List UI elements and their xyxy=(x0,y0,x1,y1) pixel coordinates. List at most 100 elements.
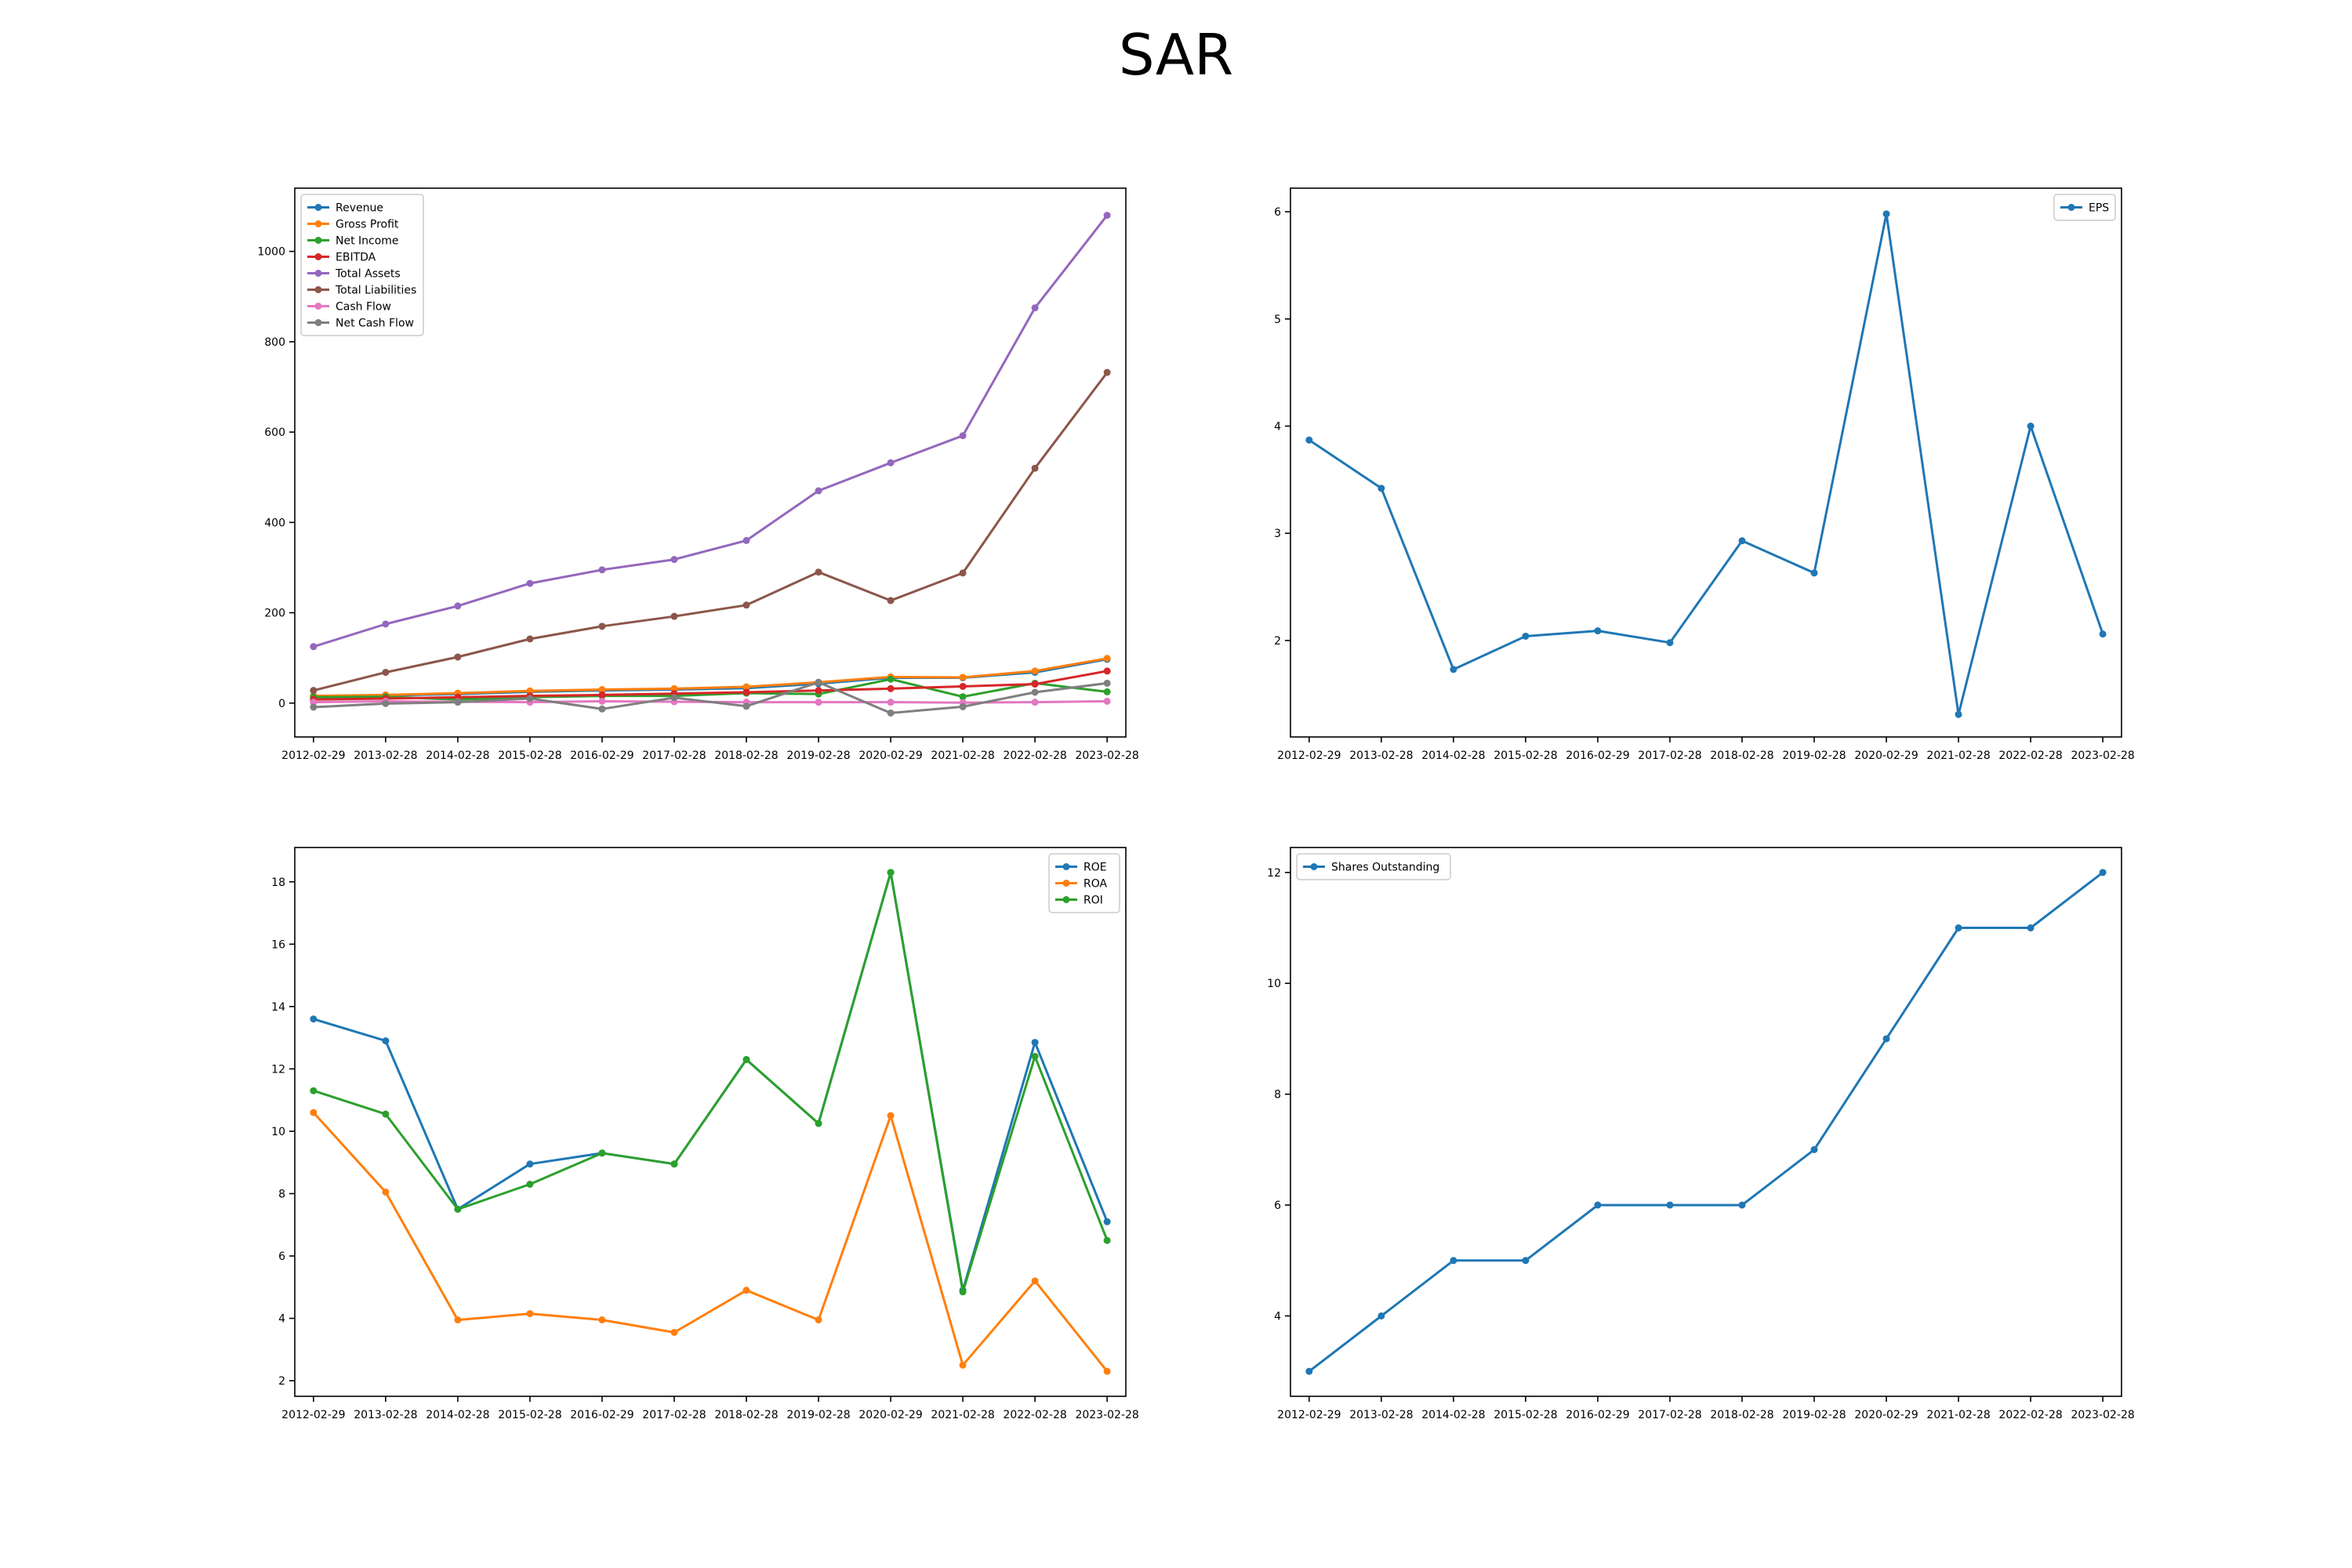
series-line-roe xyxy=(313,871,1109,1292)
data-point-net-cash-flow xyxy=(887,709,895,717)
legend-label: EBITDA xyxy=(336,252,376,264)
y-tick-label: 600 xyxy=(264,426,285,439)
legend-label: ROA xyxy=(1083,878,1108,891)
series-line-total-assets xyxy=(313,214,1109,648)
data-point-total-assets xyxy=(959,432,967,440)
data-point-gross-profit xyxy=(1031,667,1039,675)
legend-item: EPS xyxy=(2060,202,2109,215)
data-point-total-liabilities xyxy=(454,653,462,661)
data-point-roi xyxy=(742,1055,750,1063)
x-tick-label: 2019-02-28 xyxy=(786,750,850,762)
legend-item: Net Cash Flow xyxy=(307,318,414,330)
data-point-roa xyxy=(1103,1367,1111,1375)
data-point-eps xyxy=(1450,666,1457,673)
legend-box xyxy=(2053,194,2116,221)
legend-label: Total Liabilities xyxy=(335,285,416,297)
data-point-roi xyxy=(598,1149,606,1157)
x-tick-label: 2022-02-28 xyxy=(1003,1409,1066,1421)
legend-marker xyxy=(314,303,322,310)
data-point-eps xyxy=(1377,485,1385,492)
data-point-eps xyxy=(1738,537,1746,545)
x-tick-label: 2023-02-28 xyxy=(1075,1409,1138,1421)
data-point-roi xyxy=(382,1110,390,1118)
data-point-total-assets xyxy=(1031,304,1039,312)
data-point-eps xyxy=(1666,639,1674,647)
data-point-roi xyxy=(887,869,895,877)
data-point-shares-outstanding xyxy=(1450,1257,1457,1265)
legend-item: ROE xyxy=(1055,862,1107,874)
x-tick-label: 2023-02-28 xyxy=(2071,1409,2134,1421)
y-tick-label: 2 xyxy=(278,1375,285,1388)
x-tick-label: 2017-02-28 xyxy=(642,750,706,762)
data-point-ebitda xyxy=(742,688,750,696)
y-tick-label: 6 xyxy=(278,1250,285,1263)
data-point-net-income xyxy=(959,693,967,701)
data-point-total-liabilities xyxy=(1031,464,1039,472)
y-tick-label: 10 xyxy=(271,1126,285,1138)
plot-frame xyxy=(1290,187,2122,738)
x-tick-label: 2018-02-28 xyxy=(1710,750,1773,762)
data-point-roi xyxy=(815,1120,822,1127)
data-point-roe xyxy=(310,1015,318,1023)
data-point-roa xyxy=(382,1188,390,1196)
x-tick-label: 2021-02-28 xyxy=(1926,750,1990,762)
data-point-cash-flow xyxy=(310,699,318,706)
y-tick-label: 3 xyxy=(1274,528,1281,540)
legend-item: ROA xyxy=(1055,878,1108,891)
legend-item: Total Liabilities xyxy=(307,285,416,297)
data-point-cash-flow xyxy=(1031,699,1039,706)
data-point-roi xyxy=(1031,1052,1039,1060)
series-line-gross-profit xyxy=(313,657,1108,698)
data-point-gross-profit xyxy=(598,686,606,694)
y-tick-label: 10 xyxy=(1267,978,1281,990)
chart-returns: 2012-02-29 2013-02-28 2014-02-28 2015-02-28… xyxy=(271,847,1139,1421)
x-tick-label: 2015-02-28 xyxy=(498,750,561,762)
data-point-total-assets xyxy=(598,566,606,574)
series-roi xyxy=(310,869,1111,1296)
legend-marker xyxy=(1062,896,1070,903)
data-point-roa xyxy=(815,1316,822,1324)
data-point-shares-outstanding xyxy=(1522,1257,1530,1265)
data-point-shares-outstanding xyxy=(1882,1035,1890,1043)
x-tick-label: 2020-02-29 xyxy=(858,1409,922,1421)
data-point-total-assets xyxy=(742,536,750,544)
data-point-roe xyxy=(1031,1039,1039,1047)
data-point-roa xyxy=(310,1109,318,1116)
data-point-roa xyxy=(526,1310,534,1318)
legend-label: Cash Flow xyxy=(336,301,391,314)
x-tick-label: 2017-02-28 xyxy=(1638,750,1701,762)
legend: Revenue Gross Profit Net Income EBITDA Total… xyxy=(300,194,424,336)
data-point-ebitda xyxy=(1103,667,1111,675)
data-point-net-cash-flow xyxy=(526,695,534,702)
data-point-roi xyxy=(1103,1236,1111,1244)
series-line-revenue xyxy=(313,658,1108,698)
data-point-roe xyxy=(1103,1218,1111,1225)
series-shares-outstanding xyxy=(1305,869,2107,1375)
data-point-net-income xyxy=(887,675,895,683)
data-point-total-liabilities xyxy=(310,687,318,695)
legend-marker xyxy=(1062,863,1070,870)
legend-box xyxy=(300,194,424,336)
data-point-total-liabilities xyxy=(815,568,822,576)
x-tick-label: 2017-02-28 xyxy=(642,1409,706,1421)
data-point-eps xyxy=(2099,630,2107,638)
data-point-cash-flow xyxy=(815,699,822,706)
x-tick-label: 2022-02-28 xyxy=(1003,750,1066,762)
x-tick-label: 2018-02-28 xyxy=(1710,1409,1773,1421)
y-tick-label: 4 xyxy=(1274,1310,1281,1323)
x-tick-label: 2015-02-28 xyxy=(498,1409,561,1421)
x-tick-label: 2016-02-29 xyxy=(1566,750,1629,762)
x-tick-label: 2016-02-29 xyxy=(570,1409,633,1421)
x-tick-label: 2023-02-28 xyxy=(2071,750,2134,762)
data-point-shares-outstanding xyxy=(1377,1312,1385,1319)
legend-label: EPS xyxy=(2089,202,2109,215)
y-tick-label: 5 xyxy=(1274,314,1281,326)
data-point-net-cash-flow xyxy=(1103,679,1111,687)
data-point-total-assets xyxy=(1103,212,1111,220)
data-point-ebitda xyxy=(1031,681,1039,688)
chart-financials: 2012-02-29 2013-02-28 2014-02-28 2015-02-28… xyxy=(257,187,1139,762)
data-point-roa xyxy=(454,1316,462,1324)
legend-marker xyxy=(314,253,322,260)
data-point-net-cash-flow xyxy=(1031,688,1039,696)
data-point-total-liabilities xyxy=(1103,368,1111,376)
